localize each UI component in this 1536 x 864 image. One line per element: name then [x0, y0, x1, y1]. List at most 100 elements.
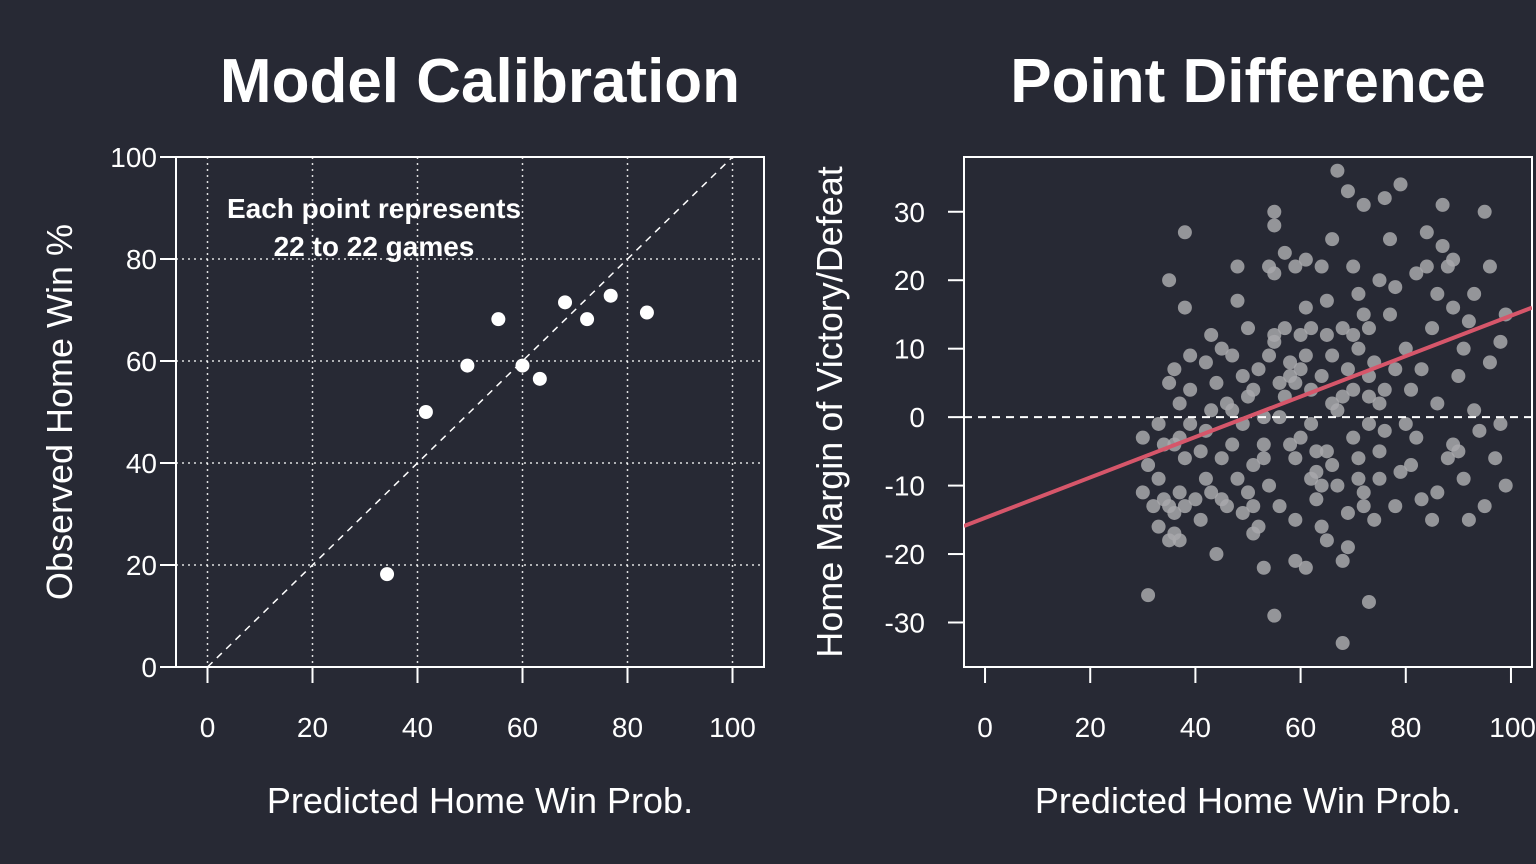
point-difference-point — [1319, 327, 1334, 342]
point-difference-point — [1288, 553, 1303, 568]
point-difference-point — [1272, 499, 1287, 514]
calibration-y-tick-label: 0 — [141, 652, 157, 683]
point-difference-point — [1256, 451, 1271, 466]
point-difference-point — [1377, 382, 1392, 397]
point-difference-point — [1335, 636, 1350, 651]
point-difference-point — [1482, 355, 1497, 370]
calibration-x-tick-label: 80 — [612, 712, 643, 743]
point-difference-point — [1277, 321, 1292, 336]
calibration-y-tick-label: 100 — [110, 142, 157, 173]
point-difference-point — [1193, 444, 1208, 459]
point-difference-point — [1172, 396, 1187, 411]
point-difference-point — [1398, 416, 1413, 431]
point-difference-point — [1419, 259, 1434, 274]
point-difference-point — [1172, 485, 1187, 500]
point-difference-point — [1430, 286, 1445, 301]
calibration-point — [532, 371, 547, 386]
point-difference-point — [1309, 464, 1324, 479]
point-difference-point — [1425, 321, 1440, 336]
point-difference-point — [1183, 416, 1198, 431]
point-difference-point — [1393, 177, 1408, 192]
point-difference-point — [1172, 533, 1187, 548]
point-difference-point — [1304, 416, 1319, 431]
point-difference-point — [1256, 560, 1271, 575]
point-difference-x-tick-label: 40 — [1180, 712, 1211, 743]
point-difference-point — [1477, 499, 1492, 514]
point-difference-point — [1325, 348, 1340, 363]
point-difference-point — [1456, 471, 1471, 486]
point-difference-point — [1467, 286, 1482, 301]
point-difference-point — [1204, 403, 1219, 418]
point-difference-point — [1141, 458, 1156, 473]
point-difference-point — [1314, 519, 1329, 534]
point-difference-point — [1372, 396, 1387, 411]
point-difference-point — [1383, 232, 1397, 247]
point-difference-point — [1162, 375, 1177, 390]
point-difference-point — [1409, 266, 1424, 281]
point-difference-point — [1351, 286, 1366, 301]
point-difference-point — [1351, 341, 1366, 356]
point-difference-point — [1162, 273, 1177, 288]
point-difference-x-axis-label: Predicted Home Win Prob. — [1035, 780, 1461, 821]
calibration-x-tick-label: 20 — [297, 712, 328, 743]
calibration-point — [580, 312, 595, 327]
point-difference-point — [1467, 403, 1482, 418]
point-difference-point — [1225, 403, 1240, 418]
point-difference-points — [1135, 163, 1513, 651]
calibration-point — [380, 567, 395, 582]
point-difference-point — [1472, 423, 1487, 438]
point-difference-point — [1293, 327, 1308, 342]
point-difference-point — [1283, 437, 1298, 452]
point-difference-y-tick-label: 0 — [909, 402, 925, 433]
point-difference-point — [1319, 444, 1334, 459]
point-difference-point — [1314, 259, 1329, 274]
point-difference-point — [1335, 321, 1350, 336]
point-difference-point — [1267, 327, 1282, 342]
calibration-point — [418, 405, 433, 419]
calibration-tick-marks — [160, 156, 734, 683]
calibration-points — [380, 288, 654, 582]
point-difference-point — [1293, 430, 1308, 445]
point-difference-tick-marks — [948, 210, 1512, 683]
point-difference-point — [1230, 471, 1245, 486]
calibration-point — [639, 305, 654, 320]
point-difference-point — [1493, 416, 1508, 431]
point-difference-point — [1135, 485, 1150, 500]
point-difference-point — [1340, 362, 1355, 377]
point-difference-point — [1440, 451, 1455, 466]
point-difference-point — [1482, 259, 1497, 274]
point-difference-point — [1325, 458, 1340, 473]
point-difference-point — [1267, 266, 1282, 281]
point-difference-point — [1214, 492, 1229, 507]
point-difference-point — [1283, 355, 1298, 370]
point-difference-point — [1325, 232, 1340, 247]
point-difference-point — [1235, 369, 1250, 384]
point-difference-point — [1388, 499, 1403, 514]
point-difference-panel: Point Difference 0 20 40 60 80 100 -30 -… — [809, 47, 1536, 821]
point-difference-point — [1361, 416, 1376, 431]
calibration-x-tick-label: 40 — [402, 712, 433, 743]
point-difference-point — [1230, 293, 1245, 308]
point-difference-point — [1356, 197, 1371, 212]
point-difference-point — [1346, 259, 1361, 274]
point-difference-point — [1388, 362, 1403, 377]
calibration-reference-line — [206, 156, 734, 668]
point-difference-point — [1477, 204, 1492, 219]
point-difference-point — [1314, 369, 1329, 384]
point-difference-point — [1335, 553, 1350, 568]
point-difference-point — [1225, 348, 1240, 363]
point-difference-point — [1430, 396, 1445, 411]
point-difference-point — [1372, 273, 1387, 288]
point-difference-point — [1251, 519, 1266, 534]
point-difference-point — [1288, 451, 1303, 466]
point-difference-x-tick-label: 60 — [1285, 712, 1316, 743]
calibration-y-tick-label: 60 — [126, 346, 157, 377]
point-difference-regression-line — [964, 305, 1532, 528]
point-difference-point — [1351, 451, 1366, 466]
point-difference-point — [1367, 512, 1382, 527]
point-difference-point — [1372, 444, 1387, 459]
point-difference-point — [1377, 191, 1392, 206]
point-difference-point — [1135, 430, 1150, 445]
point-difference-point — [1246, 458, 1261, 473]
